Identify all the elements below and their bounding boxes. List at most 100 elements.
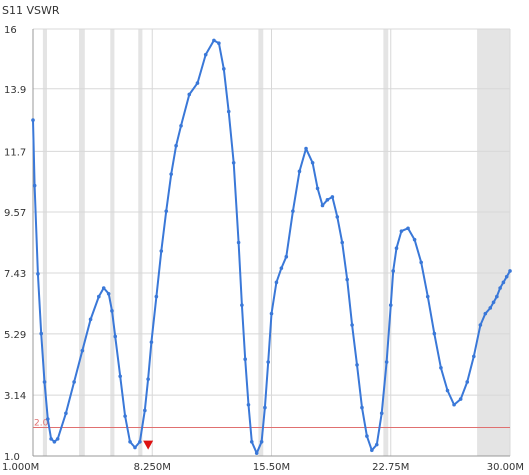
data-point: [269, 311, 274, 316]
data-point: [406, 226, 410, 231]
marker-layer[interactable]: [143, 440, 154, 450]
data-point: [106, 291, 111, 296]
band-0: [42, 29, 47, 456]
bands-layer: [42, 29, 510, 456]
data-point: [240, 303, 244, 307]
data-point: [101, 286, 106, 290]
data-point: [330, 195, 335, 199]
y-tick-label-5: 11.7: [4, 147, 26, 158]
data-point: [439, 365, 443, 370]
data-point: [212, 38, 216, 43]
y-tick-label-2: 5.29: [4, 330, 26, 341]
data-point: [123, 414, 127, 418]
grid-layer: [32, 28, 511, 457]
data-point: [304, 146, 308, 151]
data-point: [226, 109, 231, 114]
data-point: [504, 274, 509, 279]
reference-line-label: 2.0: [34, 419, 49, 429]
data-point: [222, 67, 226, 71]
data-point: [164, 209, 169, 213]
data-point: [118, 374, 122, 379]
data-point: [345, 277, 349, 282]
data-point: [399, 229, 404, 233]
x-tick-label-1: 8.250M: [134, 462, 171, 473]
data-point: [508, 269, 512, 273]
series-layer: [31, 38, 512, 455]
data-point: [36, 272, 40, 276]
band-3: [138, 29, 143, 456]
data-point: [64, 411, 68, 416]
data-point: [146, 377, 150, 381]
y-tick-label-1: 3.14: [4, 391, 26, 402]
data-point: [88, 317, 93, 322]
data-point: [32, 183, 37, 188]
data-point: [370, 448, 374, 453]
data-point: [478, 323, 483, 327]
data-point: [465, 380, 470, 384]
data-point: [254, 451, 259, 455]
data-point: [39, 331, 44, 336]
data-point: [498, 286, 502, 290]
data-point: [149, 340, 154, 344]
data-point: [113, 334, 118, 339]
data-point: [110, 309, 114, 313]
data-point: [445, 388, 450, 393]
data-point: [169, 172, 173, 176]
data-point: [259, 439, 264, 444]
data-point: [174, 143, 178, 148]
marker-triangle[interactable]: [143, 440, 154, 450]
data-point: [284, 254, 289, 259]
data-point: [246, 402, 251, 407]
data-point: [55, 437, 60, 441]
data-point: [80, 348, 85, 353]
data-point: [297, 169, 302, 174]
x-tick-label-4: 30.00M: [487, 462, 524, 473]
data-point: [138, 439, 142, 444]
data-point: [310, 160, 315, 165]
data-point: [412, 237, 417, 242]
data-point: [360, 405, 364, 410]
data-point: [133, 445, 137, 450]
data-point: [452, 402, 456, 407]
data-point: [315, 186, 320, 191]
data-point: [263, 405, 267, 410]
data-point: [217, 41, 221, 46]
data-point: [483, 311, 488, 316]
y-tick-label-7: 16: [4, 25, 17, 36]
data-point: [488, 306, 493, 310]
chart-title: S11 VSWR: [2, 4, 60, 17]
data-point: [31, 118, 35, 122]
data-point: [231, 160, 236, 165]
data-point: [335, 215, 340, 219]
band-5: [383, 29, 389, 456]
data-point: [187, 92, 192, 97]
data-point: [491, 300, 496, 305]
band-1: [79, 29, 85, 456]
data-point: [472, 354, 476, 359]
data-point: [388, 303, 393, 307]
y-tick-label-6: 13.9: [4, 85, 26, 96]
data-point: [52, 439, 57, 444]
data-point: [355, 363, 359, 367]
data-point: [425, 294, 430, 299]
data-point: [495, 294, 499, 299]
data-point: [320, 203, 325, 208]
band-2: [110, 29, 115, 456]
data-point: [384, 360, 389, 364]
data-point: [419, 260, 423, 265]
data-point: [394, 246, 399, 250]
band-4: [258, 29, 264, 456]
x-tick-label-0: 1.000M: [2, 462, 39, 473]
data-point: [96, 294, 101, 299]
data-point: [72, 380, 76, 384]
data-point: [143, 408, 147, 413]
data-point: [365, 434, 369, 438]
data-point: [350, 323, 354, 327]
data-point: [249, 439, 254, 444]
reference-layer: 2.0: [33, 419, 510, 429]
data-point: [379, 411, 384, 416]
data-point: [340, 240, 345, 245]
data-point: [46, 417, 50, 421]
data-point: [154, 294, 159, 299]
